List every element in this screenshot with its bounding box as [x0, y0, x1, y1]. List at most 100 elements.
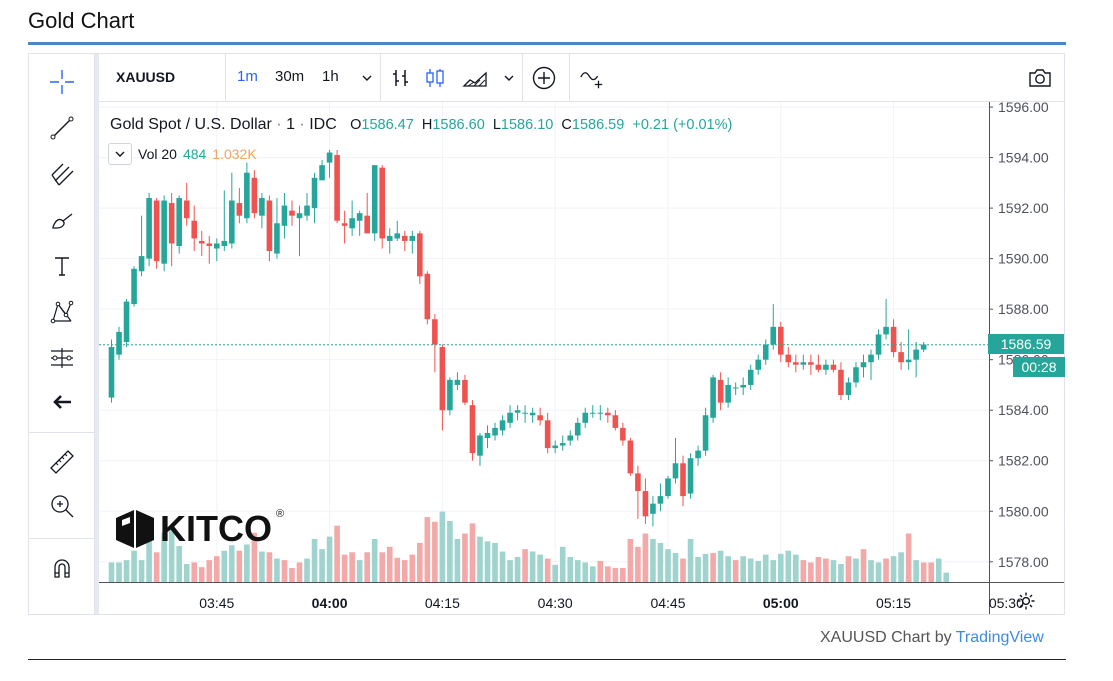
volume-bar: [732, 560, 739, 582]
volume-bar: [552, 564, 558, 582]
candle-body: [845, 382, 852, 396]
volume-bar: [544, 558, 551, 582]
high-value: 1586.60: [432, 117, 485, 133]
volume-bar: [567, 556, 574, 582]
volume-bar: [657, 542, 664, 582]
interval-1h[interactable]: 1h: [322, 68, 339, 85]
chart-settings-button[interactable]: [1013, 589, 1039, 613]
volume-bar: [605, 566, 611, 582]
volume-bar: [913, 560, 919, 582]
volume-bar: [559, 546, 566, 582]
volume-bar: [356, 560, 363, 582]
candle-body: [883, 326, 889, 335]
candles-style-button[interactable]: [422, 65, 448, 91]
volume-bar: [672, 553, 679, 582]
hide-toolbar-button[interactable]: [42, 384, 82, 420]
candle-body: [176, 198, 182, 246]
magnet-tool[interactable]: [42, 550, 82, 586]
time-tick-label: 05:00: [763, 595, 799, 611]
top-toolbar: XAUUSD 1m 30m 1h: [99, 54, 1064, 102]
chart-credit: XAUUSD Chart by TradingView: [820, 629, 1044, 647]
volume-bar: [161, 532, 167, 582]
volume-bar: [620, 567, 626, 582]
volume-bar: [597, 560, 604, 582]
candle-body: [183, 200, 190, 219]
volume-bar: [943, 572, 950, 582]
candle-body: [198, 240, 205, 244]
candle-body: [499, 420, 506, 431]
brush-tool[interactable]: [42, 202, 82, 238]
chart-area[interactable]: 1596.00 1594.00 1592.00 1590.00 1588.00 1586.…: [99, 102, 1064, 614]
indicators-button[interactable]: [579, 65, 605, 91]
interval-1m[interactable]: 1m: [237, 68, 258, 85]
candle-body: [514, 410, 521, 413]
tradingview-link[interactable]: TradingView: [955, 629, 1044, 646]
volume-bar: [477, 536, 483, 582]
pattern-tool[interactable]: [42, 294, 82, 330]
volume-bar: [409, 554, 416, 582]
volume-bar: [146, 525, 152, 582]
volume-bar: [627, 538, 634, 582]
candle-body: [770, 326, 777, 345]
candle-body: [123, 301, 130, 342]
volume-bar: [522, 549, 528, 582]
price-tick-label: 1590.00: [998, 251, 1049, 267]
candle-body: [289, 210, 295, 216]
volume-bar: [582, 562, 589, 582]
close-label: C: [561, 117, 572, 133]
trend-line-tool[interactable]: [42, 110, 82, 146]
candle-body: [138, 256, 145, 272]
measure-tool[interactable]: [42, 444, 82, 480]
price-tick-label: 1594.00: [998, 150, 1049, 166]
candle-body: [296, 213, 303, 219]
candle-body: [304, 205, 310, 216]
candle-body: [838, 369, 844, 396]
candle-body: [702, 415, 709, 451]
toolbar-divider: [29, 432, 94, 433]
pitchfork-icon: [51, 163, 74, 186]
open-value: 1586.47: [361, 117, 414, 133]
volume-bar: [371, 538, 378, 582]
volume-label: Vol 20: [138, 146, 177, 162]
interval-30m[interactable]: 30m: [275, 68, 305, 85]
candle-body: [522, 412, 528, 414]
chart-legend: Gold Spot / U.S. Dollar · 1 · IDC O1586.…: [110, 116, 733, 133]
symbol-search[interactable]: XAUUSD: [116, 69, 176, 85]
price-chart[interactable]: 1596.00 1594.00 1592.00 1590.00 1588.00 1586.…: [99, 102, 1064, 614]
low-label: L: [492, 117, 501, 133]
compare-button[interactable]: [531, 65, 557, 91]
volume-bar: [777, 553, 784, 582]
interval-dropdown[interactable]: [354, 65, 380, 91]
crosshair-tool[interactable]: [42, 64, 82, 100]
volume-bar: [755, 560, 762, 582]
collapse-legend-button[interactable]: [108, 143, 132, 165]
volume-bar: [717, 550, 724, 582]
volume-bar: [695, 556, 701, 582]
time-tick-label: 04:45: [650, 595, 685, 611]
add-circle-icon: [532, 66, 556, 90]
chart-type-dropdown[interactable]: [496, 65, 522, 91]
screenshot-button[interactable]: [1027, 65, 1053, 91]
bars-style-button[interactable]: [388, 65, 414, 91]
candle-body: [559, 443, 566, 446]
time-tick-label: 03:45: [199, 595, 234, 611]
candle-body: [326, 152, 333, 163]
volume-bar: [710, 553, 716, 582]
text-tool[interactable]: [42, 248, 82, 284]
volume-bar: [462, 533, 468, 582]
pitchfork-tool[interactable]: [42, 156, 82, 192]
candle-body: [582, 412, 589, 423]
candle-body: [274, 223, 280, 254]
volume-bar: [785, 550, 792, 582]
candle-body: [477, 435, 483, 456]
prediction-tool[interactable]: [42, 340, 82, 376]
volume-bar: [740, 556, 746, 582]
volume-bar: [432, 521, 438, 582]
volume-bar: [853, 558, 859, 582]
candle-body: [447, 379, 453, 411]
volume-bar: [439, 511, 446, 582]
candle-body: [890, 326, 897, 353]
time-tick-label: 04:00: [312, 595, 348, 611]
zoom-tool[interactable]: [42, 488, 82, 524]
area-style-button[interactable]: [462, 65, 488, 91]
